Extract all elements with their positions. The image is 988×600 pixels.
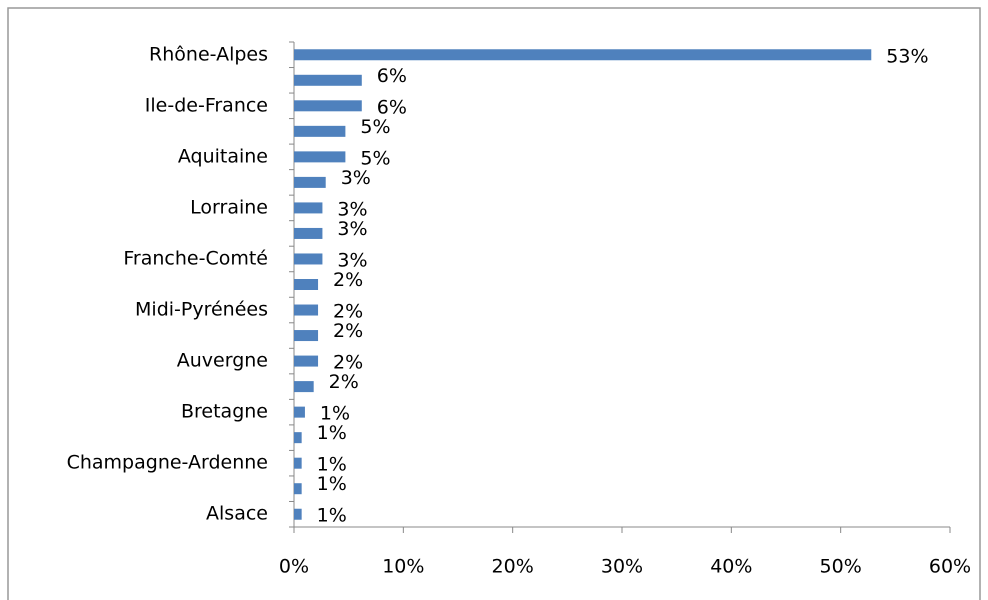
data-label: 53%: [886, 45, 928, 67]
data-label: 2%: [333, 352, 363, 374]
bar: [294, 330, 319, 342]
data-label: 2%: [333, 269, 363, 291]
bar: [294, 100, 362, 112]
data-label: 6%: [377, 96, 407, 118]
bar: [294, 279, 319, 290]
x-tick-label: 60%: [929, 556, 971, 578]
data-label: 3%: [341, 167, 371, 189]
data-label: 3%: [337, 198, 367, 220]
chart-frame: [7, 7, 981, 600]
data-label: 1%: [317, 454, 347, 476]
bar: [294, 227, 323, 239]
x-tick-label: 0%: [279, 556, 309, 578]
data-label: 6%: [377, 65, 407, 87]
bar: [294, 483, 302, 495]
bar: [294, 176, 326, 188]
bar: [294, 432, 302, 444]
x-tick-label: 40%: [710, 556, 752, 578]
data-label: 5%: [360, 147, 390, 169]
data-label: 5%: [360, 116, 390, 138]
data-label: 1%: [320, 403, 350, 425]
y-tick-label: Lorraine: [190, 196, 268, 218]
data-label: 2%: [333, 301, 363, 323]
y-tick-label: Alsace: [206, 503, 268, 525]
y-tick-label: Aquitaine: [178, 145, 268, 167]
data-label: 2%: [333, 320, 363, 342]
x-tick-label: 20%: [492, 556, 534, 578]
bar: [294, 151, 346, 163]
y-tick-label: Bretagne: [181, 401, 268, 423]
bar: [294, 457, 302, 469]
data-label: 3%: [337, 249, 367, 271]
bar: [294, 508, 302, 520]
bar: [294, 202, 323, 214]
bar: [294, 74, 362, 86]
bar: [294, 381, 314, 393]
data-label: 1%: [317, 422, 347, 444]
bar: [294, 406, 305, 418]
y-tick-label: Auvergne: [177, 350, 268, 372]
y-tick-label: Rhône-Alpes: [149, 43, 268, 65]
y-tick-label: Midi-Pyrénées: [135, 299, 268, 321]
bar: [294, 355, 319, 367]
x-tick-label: 30%: [601, 556, 643, 578]
bar: [294, 49, 872, 61]
bar: [294, 304, 319, 316]
x-tick-label: 10%: [382, 556, 424, 578]
bar: [294, 125, 346, 137]
x-tick-label: 50%: [820, 556, 862, 578]
y-tick-label: Ile-de-France: [145, 94, 268, 116]
y-tick-label: Champagne-Ardenne: [67, 452, 268, 474]
data-label: 1%: [317, 473, 347, 495]
bar: [294, 253, 323, 265]
data-label: 1%: [317, 505, 347, 527]
y-tick-label: Franche-Comté: [123, 247, 268, 269]
data-label: 2%: [329, 371, 359, 393]
data-label: 3%: [337, 218, 367, 240]
